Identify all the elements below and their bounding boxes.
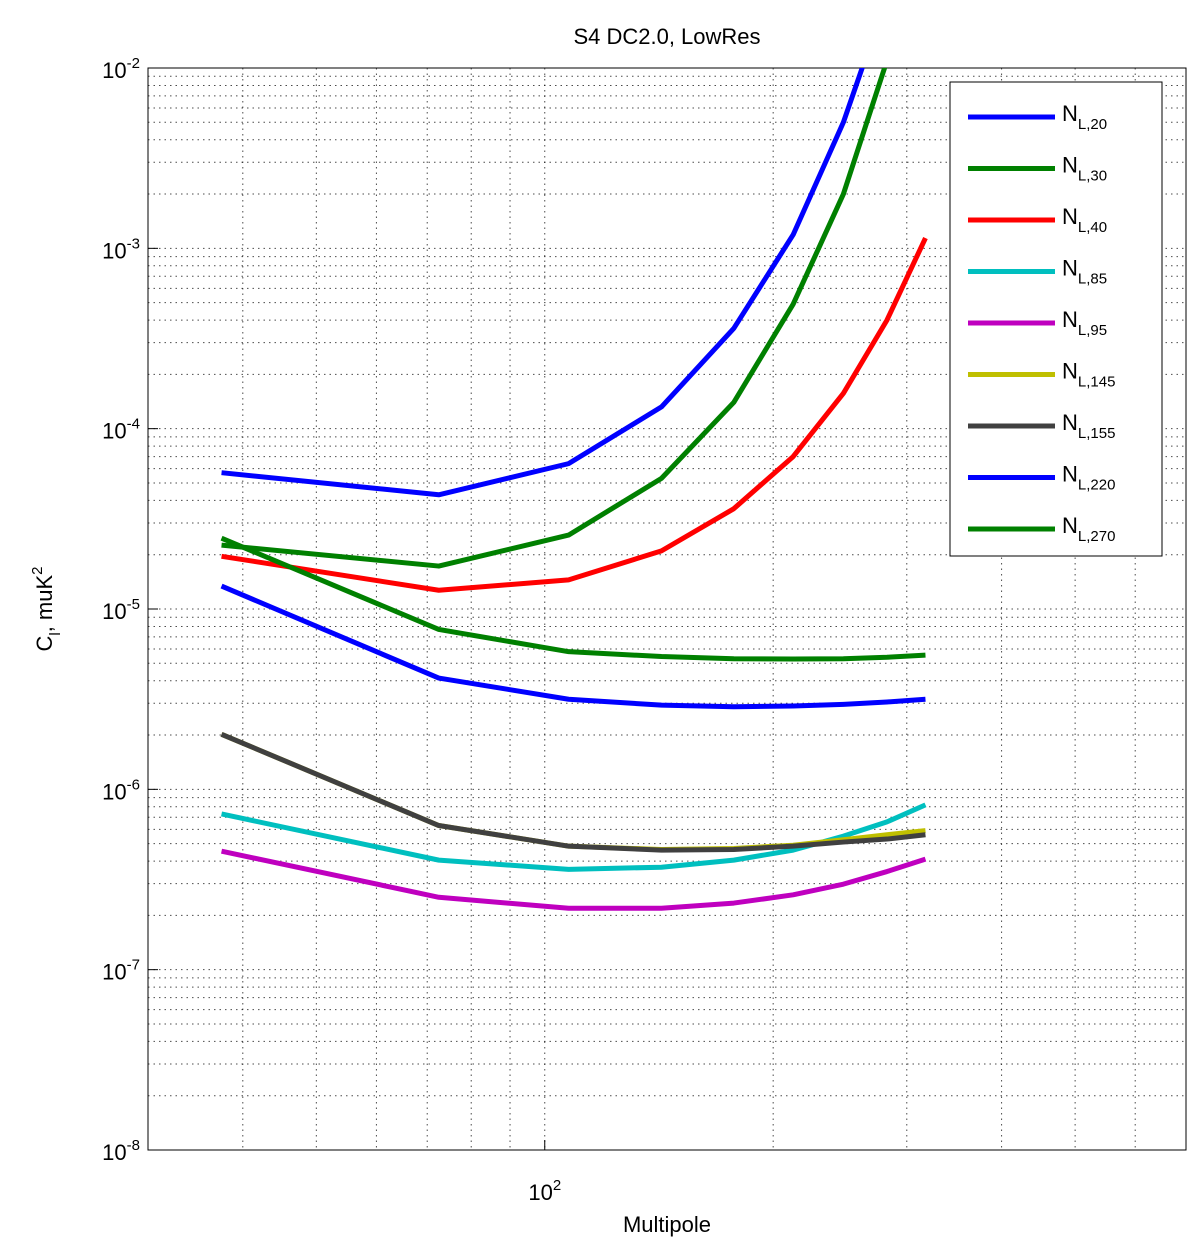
series-line <box>221 68 888 569</box>
y-tick-label: 10-2 <box>102 55 140 83</box>
legend-label: NL,30 <box>1062 153 1107 185</box>
y-axis-label: Cl, muK2 <box>29 566 64 651</box>
y-tick-label: 10-6 <box>102 776 140 804</box>
y-tick-label: 10-3 <box>102 235 140 263</box>
series-line <box>221 802 927 872</box>
series-line <box>221 68 865 498</box>
legend-label: NL,20 <box>1062 101 1107 133</box>
series-line <box>220 583 926 710</box>
legend-box <box>949 81 1163 557</box>
chart-title: S4 DC2.0, LowRes <box>573 24 760 49</box>
plot-frame <box>147 67 1187 1151</box>
legend-label: NL,95 <box>1062 307 1107 339</box>
series-line <box>220 535 926 662</box>
y-tick-label: 10-5 <box>102 596 140 624</box>
x-axis-label: Multipole <box>623 1212 711 1237</box>
y-tick-label: 10-7 <box>102 957 140 985</box>
lines <box>220 68 928 911</box>
legend: NL,20 NL,30 NL,40 NL,85 NL,95 NL,145 NL,155 NL,… <box>949 81 1163 557</box>
legend-label: NL,270 <box>1062 513 1115 545</box>
legend-label: NL,85 <box>1062 256 1107 288</box>
legend-label: NL,145 <box>1062 359 1115 391</box>
y-tick-label: 10-4 <box>102 416 140 444</box>
series-line <box>221 848 927 911</box>
series-line <box>221 237 928 593</box>
legend-label: NL,155 <box>1062 410 1115 442</box>
legend-label: NL,40 <box>1062 204 1107 236</box>
legend-label: NL,220 <box>1062 462 1115 494</box>
x-tick-label: 102 <box>528 1177 561 1205</box>
y-tick-label: 10-8 <box>102 1137 140 1165</box>
series-line <box>220 731 926 853</box>
